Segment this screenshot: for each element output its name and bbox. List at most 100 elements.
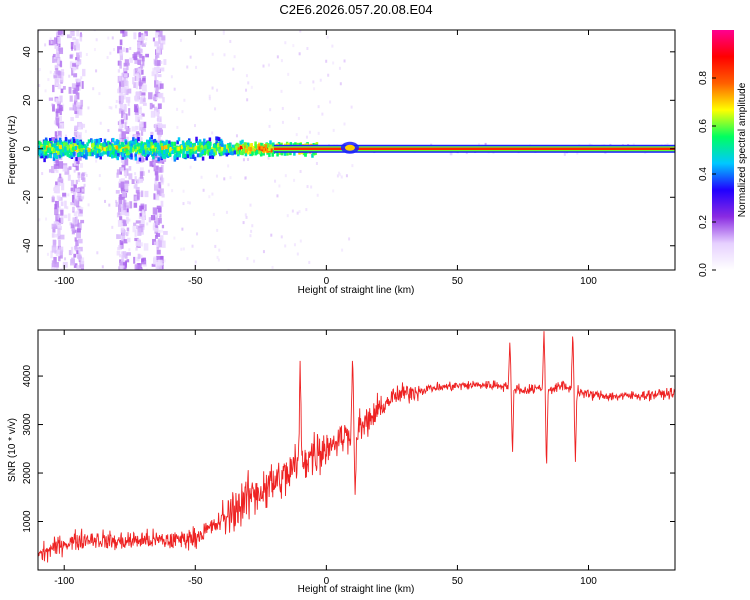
- snr-y-tick-label: 2000: [22, 461, 33, 484]
- spectrogram-band-cell: [62, 152, 65, 157]
- spectrogram-noise: [218, 248, 221, 252]
- spectrogram-band-cell: [73, 151, 76, 156]
- spectrogram-band-cell: [134, 153, 137, 158]
- spectrogram-noise: [159, 174, 162, 178]
- spectrogram-speckle: [140, 129, 144, 136]
- spectrogram-noise: [211, 131, 214, 135]
- spectrogram-speckle: [156, 70, 159, 75]
- spectrogram-speckle: [154, 41, 160, 47]
- spectrogram-speckle: [137, 228, 142, 236]
- spectrogram-band-cell: [144, 148, 148, 153]
- spectrogram-noise: [343, 122, 346, 126]
- spectrogram-noise: [176, 107, 179, 111]
- spectrogram-speckle: [133, 222, 137, 226]
- spectrogram-speckle: [158, 122, 163, 130]
- spectrogram-noise: [227, 268, 230, 270]
- spectrogram-band-cell: [85, 155, 88, 160]
- spectrogram-speckle: [141, 113, 145, 117]
- spectrogram-band-cell: [106, 150, 110, 155]
- spectrogram-band-cell: [126, 153, 130, 158]
- spectrogram-band-cell: [94, 151, 97, 156]
- spectrogram-speckle: [117, 204, 122, 212]
- spectrogram-noise: [147, 169, 150, 173]
- spectrogram-band-cell: [270, 145, 274, 150]
- spectrogram-band-cell: [42, 151, 45, 156]
- spectrogram-speckle: [152, 207, 158, 215]
- spectrogram-band-cell: [72, 138, 76, 143]
- spectrogram-speckle: [116, 169, 120, 175]
- spectrogram-speckle: [78, 123, 82, 130]
- spectrogram-band-cell: [277, 142, 281, 147]
- spectrogram-noise: [208, 97, 211, 101]
- spectrogram-speckle: [57, 70, 61, 76]
- spectrogram-noise: [170, 75, 173, 79]
- spectrogram-band-cell: [103, 147, 106, 152]
- spectrogram-speckle: [75, 78, 80, 82]
- spectrogram-speckle: [125, 96, 131, 103]
- spectrogram-band-cell: [117, 153, 120, 158]
- spectrogram-speckle: [72, 206, 76, 212]
- spectrogram-speckle: [66, 34, 72, 39]
- spectrogram-band-cell: [72, 146, 75, 151]
- spectrogram-speckle: [159, 83, 164, 89]
- spectrogram-speckle: [140, 178, 144, 183]
- spectrogram-band-cell: [63, 148, 67, 153]
- spectrogram-speckle: [70, 117, 74, 122]
- spectrogram-band-cell: [114, 147, 117, 152]
- spectrogram-halo-cell: [449, 152, 452, 156]
- spectrogram-y-label: Frequency (Hz): [7, 116, 18, 185]
- spectrogram-speckle: [118, 183, 124, 188]
- spectrogram-speckle: [138, 268, 143, 270]
- spectrogram-band-cell: [178, 145, 182, 150]
- spectrogram-speckle: [120, 207, 126, 216]
- spectrogram-band-cell: [276, 152, 279, 157]
- spectrogram-band-cell: [254, 151, 257, 156]
- spectrogram-speckle: [126, 66, 129, 71]
- spectrogram-noise: [115, 99, 118, 103]
- spectrogram-speckle: [72, 217, 77, 225]
- spectrogram-band-cell: [160, 143, 164, 148]
- spectrogram-band-cell: [110, 148, 113, 153]
- spectrogram-noise: [183, 98, 186, 102]
- spectrogram-speckle: [69, 95, 73, 102]
- spectrogram-noise: [296, 211, 299, 215]
- spectrogram-speckle: [133, 104, 139, 113]
- spectrogram-speckle: [120, 204, 124, 209]
- spectrogram-speckle: [125, 48, 129, 53]
- spectrogram-band-cell: [70, 143, 74, 148]
- spectrogram-speckle: [55, 159, 59, 166]
- spectrogram-speckle: [128, 173, 133, 180]
- spectrogram-noise: [142, 212, 145, 216]
- spectrogram-speckle: [57, 228, 61, 236]
- spectrogram-noise: [38, 83, 41, 87]
- spectrogram-speckle: [123, 239, 128, 244]
- spectrogram-noise: [171, 189, 174, 193]
- spectrogram-speckle: [156, 108, 159, 114]
- spectrogram-band-cell: [76, 148, 79, 153]
- spectrogram-speckle: [144, 190, 149, 198]
- spectrogram-noise: [40, 139, 43, 143]
- spectrogram-noise: [299, 30, 302, 33]
- spectrogram-speckle: [156, 246, 159, 250]
- spectrogram-band-cell: [272, 149, 276, 154]
- spectrogram-band-cell: [142, 150, 146, 155]
- spectrogram-speckle: [75, 61, 80, 66]
- spectrogram-speckle: [138, 48, 143, 53]
- spectrogram-noise: [61, 33, 64, 37]
- spectrogram-band-cell: [165, 144, 168, 149]
- spectrogram-speckle: [121, 229, 126, 235]
- spectrogram-noise: [244, 213, 247, 217]
- spectrogram-speckle: [153, 96, 156, 101]
- spectrogram-y-tick-label: 20: [22, 94, 33, 106]
- spectrogram-frame: [37, 29, 676, 271]
- spectrogram-speckle: [118, 121, 122, 129]
- spectrogram-speckle: [157, 190, 161, 196]
- spectrogram-speckle: [156, 249, 161, 255]
- spectrogram-speckle: [134, 264, 138, 270]
- snr-y-tick-label: 1000: [22, 510, 33, 533]
- spectrogram-noise: [284, 244, 287, 248]
- spectrogram-speckle: [159, 48, 162, 55]
- spectrogram-noise: [249, 234, 252, 238]
- spectrogram-band-cell: [71, 138, 75, 143]
- spectrogram-noise: [179, 38, 182, 42]
